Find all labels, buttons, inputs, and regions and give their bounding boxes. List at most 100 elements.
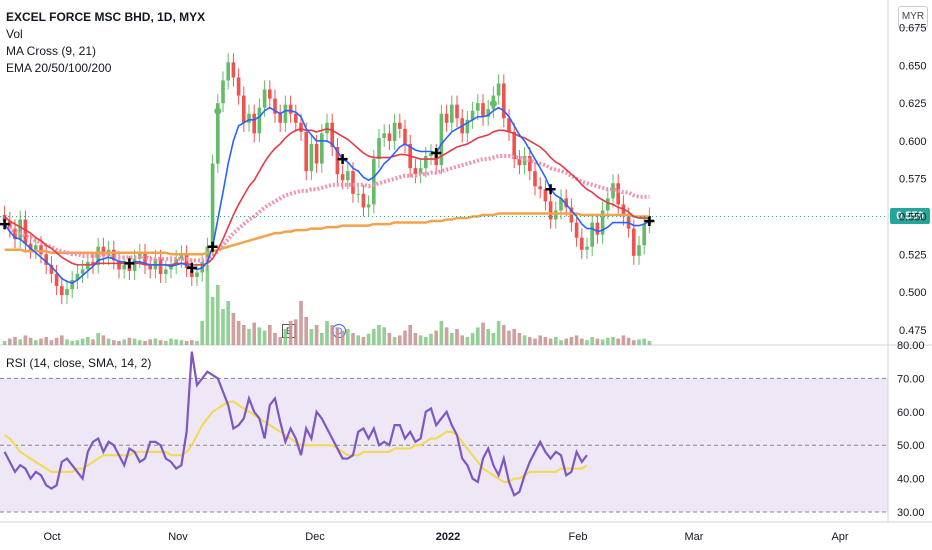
candle-body <box>7 221 12 229</box>
candle-body <box>13 228 17 240</box>
candle-body <box>579 237 584 250</box>
volume-bar <box>548 338 553 345</box>
candle-body <box>543 189 548 202</box>
volume-bar <box>590 337 595 345</box>
volume-bar <box>143 341 147 345</box>
candle-body <box>252 113 257 134</box>
volume-bar <box>585 340 589 345</box>
candle-body <box>215 103 220 164</box>
time-tick-label: Apr <box>831 531 848 543</box>
candle-body <box>210 163 215 247</box>
candle-body <box>231 62 236 78</box>
signal-dot <box>489 100 497 108</box>
volume-bar <box>496 321 501 345</box>
chart-title: EXCEL FORCE MSC BHD, 1D, MYX <box>6 10 206 24</box>
price-tick-label: 0.575 <box>899 174 927 186</box>
time-tick-label: Dec <box>305 531 325 543</box>
volume-bar <box>574 335 579 345</box>
volume-bar <box>189 340 194 345</box>
candle-body <box>481 103 485 117</box>
rsi-tick-label: 40.00 <box>897 474 925 486</box>
time-tick-label: Mar <box>685 531 704 543</box>
candle-body <box>600 210 605 235</box>
volume-bar <box>470 333 475 345</box>
candle-body <box>616 183 621 205</box>
volume-bar <box>132 338 137 345</box>
candle-body <box>184 254 189 268</box>
candle-body <box>631 228 636 256</box>
volume-bar <box>429 333 433 345</box>
candle-body <box>23 219 28 244</box>
volume-bar <box>309 329 314 345</box>
candle-body <box>429 153 433 157</box>
candle-body <box>122 264 127 270</box>
volume-bar <box>340 330 345 345</box>
volume-bar <box>522 335 527 345</box>
price-tick-label: 0.625 <box>899 98 927 110</box>
candle-body <box>283 104 288 123</box>
candle-body <box>80 269 85 274</box>
legend-ema[interactable]: EMA 20/50/100/200 <box>6 61 112 75</box>
volume-bar <box>319 333 324 345</box>
rsi-tick-label: 60.00 <box>897 407 925 419</box>
volume-bar <box>59 335 64 345</box>
candle-body <box>111 249 116 261</box>
volume-bar <box>351 333 355 345</box>
candle-body <box>33 245 38 250</box>
volume-bar <box>486 329 491 345</box>
volume-bar <box>91 339 95 345</box>
legend-ma-cross[interactable]: MA Cross (9, 21) <box>6 44 97 58</box>
candle-body <box>273 98 277 114</box>
candle-body <box>247 113 251 123</box>
volume-bar <box>356 335 361 345</box>
legend-vol[interactable]: Vol <box>6 27 23 41</box>
volume-bar <box>288 321 293 345</box>
volume-bar <box>595 338 600 345</box>
candle-body <box>163 269 168 274</box>
legend-rsi[interactable]: RSI (14, close, SMA, 14, 2) <box>6 356 152 370</box>
candle-body <box>403 128 407 144</box>
volume-bar <box>543 337 548 345</box>
volume-bar <box>325 321 329 345</box>
volume-bar <box>226 301 231 345</box>
volume-bar <box>122 339 127 345</box>
candle-body <box>28 243 33 250</box>
candle-body <box>559 198 563 211</box>
volume-bar <box>299 301 303 345</box>
candle-body <box>143 252 147 265</box>
cross-marker <box>644 216 655 227</box>
cross-marker <box>431 148 442 159</box>
candle-body <box>49 264 54 274</box>
volume-bar <box>600 339 605 345</box>
currency-button[interactable]: MYR <box>898 6 928 28</box>
candle-body <box>356 193 361 195</box>
volume-bar <box>273 333 277 345</box>
candle-body <box>642 224 647 246</box>
candle-body <box>392 122 397 141</box>
candle-body <box>595 222 600 235</box>
candle-body <box>293 113 298 123</box>
volume-bar <box>387 333 392 345</box>
volume-bar <box>85 337 90 345</box>
volume-bar <box>382 327 387 345</box>
candle-body <box>132 258 137 271</box>
candle-body <box>439 113 444 166</box>
candle-body <box>236 77 241 96</box>
candle-body <box>257 107 262 134</box>
candle-body <box>2 215 7 222</box>
candle-body <box>517 159 522 166</box>
volume-bar <box>449 333 454 345</box>
volume-bar <box>611 337 615 345</box>
candle-body <box>309 143 314 172</box>
cross-marker <box>207 241 218 252</box>
candle-body <box>262 89 267 108</box>
candle-body <box>179 254 184 259</box>
rsi-line <box>3 351 588 497</box>
candle-body <box>59 286 64 296</box>
volume-bar <box>377 325 381 345</box>
volume-bar <box>621 335 626 345</box>
candle-body <box>382 133 387 138</box>
rsi-tick-label: 70.00 <box>897 373 925 385</box>
volume-bar <box>247 329 251 345</box>
